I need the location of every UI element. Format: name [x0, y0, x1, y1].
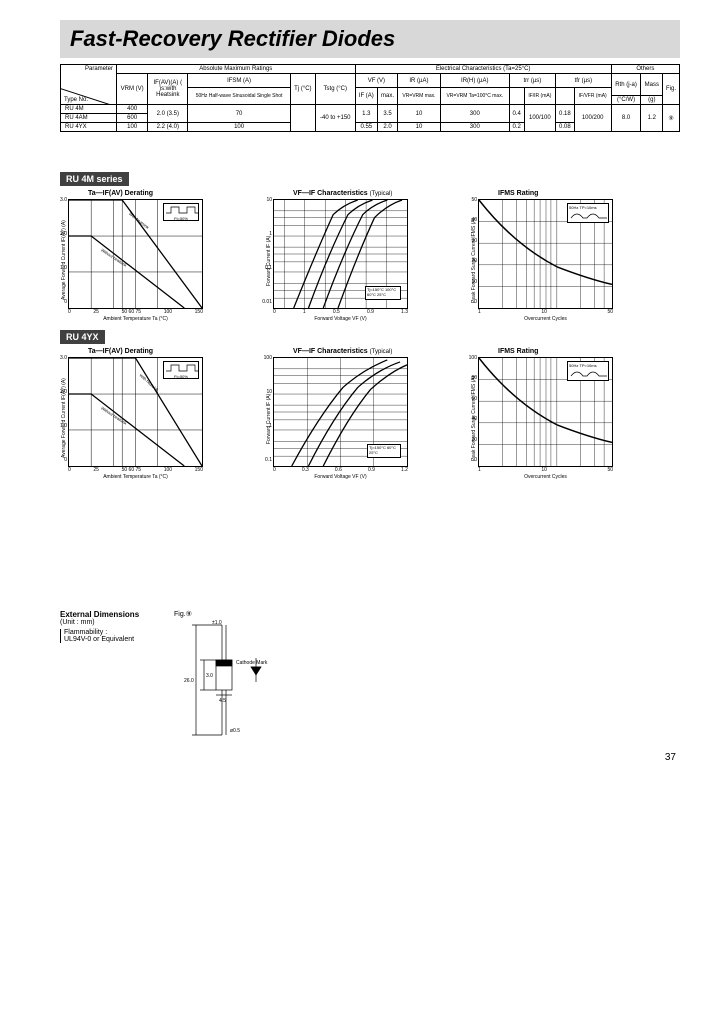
hdr-mass-unit: (g) — [641, 96, 663, 105]
hdr-irh: IR(H) (µA) — [440, 74, 509, 88]
group-abs-max: Absolute Maximum Ratings — [117, 65, 356, 74]
svg-text:3.0: 3.0 — [206, 673, 213, 679]
chart-title: Ta—IF(AV) Derating — [60, 190, 225, 197]
hdr-tstg: Tstg (°C) — [315, 74, 355, 105]
svg-text:26.0: 26.0 — [184, 678, 194, 684]
hdr-rth: Rth (j-a) — [611, 74, 641, 96]
flammability: Flammability : UL94V-0 or Equivalent — [60, 629, 160, 643]
hdr-ifav: IF(AV)(A) ( )s:with Heatsink — [148, 74, 188, 105]
chart-vfif-2: VF—IF Characteristics (Typical) Forward … — [265, 348, 430, 480]
hdr-tfr-cond: IF/VFR (mA) — [574, 88, 611, 105]
ext-unit: (Unit : mm) — [60, 619, 95, 626]
group-elec: Electrical Characteristics (Ta=25°C) — [355, 65, 611, 74]
xlabel: Ambient Temperature Ta (°C) — [68, 316, 203, 322]
series-label-ru4yx: RU 4YX — [60, 330, 105, 344]
hdr-irh-cond: VR=VRM Ta=100°C max. — [440, 88, 509, 105]
hdr-vrm: VRM (V) — [117, 74, 148, 105]
hdr-trr: trr (µs) — [509, 74, 555, 88]
hdr-ifsm: IFSM (A) — [188, 74, 291, 88]
chart-vfif-1: VF—IF Characteristics (Typical) Forward … — [265, 190, 430, 322]
param-label: Parameter — [85, 66, 113, 72]
hdr-mass: Mass — [641, 74, 663, 96]
hdr-vf: VF (V) — [355, 74, 398, 88]
hdr-ir: IR (µA) — [398, 74, 441, 88]
hdr-max: max. — [377, 88, 397, 105]
hdr-rth-unit: (°C/W) — [611, 96, 641, 105]
chart-ifms-1: IFMS Rating Peak Forward Surge Current I… — [470, 190, 635, 322]
hdr-fig: Fig. — [663, 74, 680, 105]
chart-title: IFMS Rating — [470, 190, 635, 197]
xlabel: Overcurrent Cycles — [478, 316, 613, 322]
hdr-tfr: tfr (µs) — [556, 74, 612, 88]
chart-row-ru4yx: Ta—IF(AV) Derating Average Forward Curre… — [60, 348, 680, 480]
page-title: Fast-Recovery Rectifier Diodes — [70, 26, 670, 52]
chart-derating-1: Ta—IF(AV) Derating Average Forward Curre… — [60, 190, 225, 322]
svg-text:ø0.5: ø0.5 — [230, 728, 240, 734]
title-banner: Fast-Recovery Rectifier Diodes — [60, 20, 680, 58]
svg-text:±1.0: ±1.0 — [212, 620, 222, 626]
svg-text:4.5: 4.5 — [219, 698, 226, 704]
chart-row-ru4m: Ta—IF(AV) Derating Average Forward Curre… — [60, 190, 680, 322]
hdr-if: IF (A) — [355, 88, 377, 105]
svg-text:Cathode Mark: Cathode Mark — [236, 660, 268, 666]
page-number: 37 — [60, 752, 680, 763]
hdr-tj: Tj (°C) — [290, 74, 315, 105]
external-dimensions: External Dimensions (Unit : mm) Flammabi… — [60, 610, 680, 742]
hdr-ir-cond: VR=VRM max. — [398, 88, 441, 105]
fig-label: Fig.⑨ — [174, 610, 294, 618]
ext-heading: External Dimensions — [60, 610, 139, 619]
chart-ifms-2: IFMS Rating Peak Forward Surge Current I… — [470, 348, 635, 480]
group-others: Others — [611, 65, 679, 74]
hdr-trr-cond: IF/IR (mA) — [524, 88, 555, 105]
type-label: Type No. — [64, 97, 88, 103]
hdr-ifsm-note: 50Hz Half-wave Sinusoidal Single Shot — [188, 88, 291, 105]
xlabel: Forward Voltage VF (V) — [273, 316, 408, 322]
spec-table: Parameter Type No. Absolute Maximum Rati… — [60, 64, 680, 132]
series-label-ru4m: RU 4M series — [60, 172, 129, 186]
table-row: RU 4M 400 2.0 (3.5) 70 -40 to +150 1.3 3… — [61, 105, 680, 114]
dimension-drawing: ±1.0 Cathode Mark 26.0 3.0 4.5 ø0.5 — [174, 620, 284, 740]
chart-derating-2: Ta—IF(AV) Derating Average Forward Curre… — [60, 348, 225, 480]
